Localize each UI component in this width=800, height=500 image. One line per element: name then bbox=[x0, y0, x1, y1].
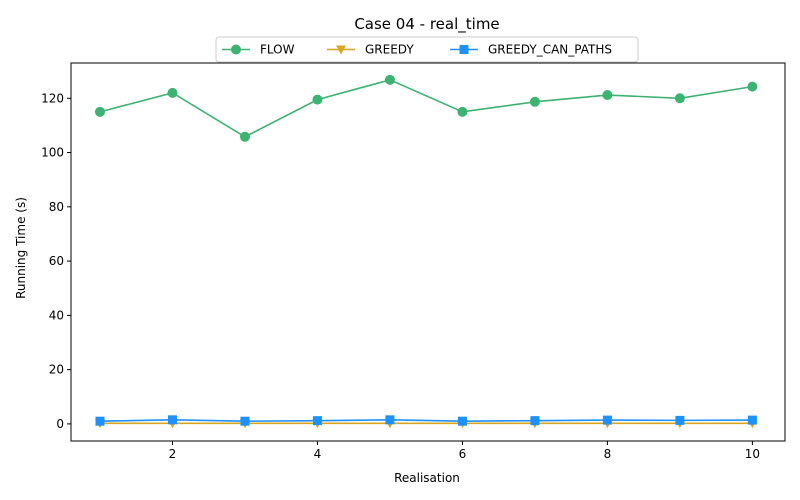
data-point-flow bbox=[674, 93, 685, 104]
data-point-greedy-can-paths bbox=[167, 415, 177, 425]
data-point-greedy-can-paths bbox=[675, 415, 685, 425]
legend: FLOW GREEDY GREEDY_CAN_PATHS bbox=[215, 36, 639, 63]
data-point-greedy-can-paths bbox=[240, 416, 250, 426]
data-point-flow bbox=[602, 90, 613, 101]
y-tick-label: 40 bbox=[49, 308, 64, 322]
legend-marker bbox=[459, 45, 469, 54]
y-tick-label: 0 bbox=[56, 417, 64, 431]
data-point-flow bbox=[167, 87, 178, 98]
x-tick-label: 2 bbox=[169, 447, 177, 461]
legend-marker bbox=[336, 45, 346, 55]
y-tick-label: 120 bbox=[41, 91, 64, 105]
x-tick-label: 4 bbox=[314, 447, 322, 461]
y-tick-label: 100 bbox=[41, 146, 64, 160]
y-tick-label: 60 bbox=[49, 254, 64, 268]
legend-box bbox=[215, 36, 639, 63]
series-line-greedy-can-paths bbox=[99, 419, 753, 422]
data-point-flow bbox=[94, 106, 105, 117]
y-tick-label: 80 bbox=[49, 200, 64, 214]
y-axis-label: Running Time (s) bbox=[14, 197, 28, 299]
x-tick-label: 6 bbox=[459, 447, 467, 461]
x-tick-label: 10 bbox=[745, 447, 760, 461]
x-tick-label: 8 bbox=[604, 447, 612, 461]
y-tick-label: 20 bbox=[49, 363, 64, 377]
data-point-flow bbox=[239, 131, 250, 142]
data-point-greedy-can-paths bbox=[385, 415, 395, 425]
data-point-flow bbox=[384, 74, 395, 85]
legend-marker bbox=[231, 44, 241, 55]
data-point-flow bbox=[747, 81, 758, 92]
legend-label: FLOW bbox=[260, 43, 295, 57]
data-point-greedy-can-paths bbox=[95, 416, 105, 426]
data-point-flow bbox=[457, 106, 468, 117]
plot-frame bbox=[70, 62, 786, 442]
data-point-greedy-can-paths bbox=[602, 415, 612, 425]
data-point-flow bbox=[312, 94, 323, 105]
data-point-greedy-can-paths bbox=[312, 416, 322, 426]
legend-label: GREEDY bbox=[365, 43, 414, 57]
chart-title: Case 04 - real_time bbox=[354, 15, 499, 34]
x-axis-label: Realisation bbox=[394, 471, 460, 485]
legend-label: GREEDY_CAN_PATHS bbox=[488, 43, 612, 57]
data-point-greedy-can-paths bbox=[530, 416, 540, 426]
data-point-flow bbox=[529, 96, 540, 107]
series-line-flow bbox=[99, 78, 753, 138]
data-point-greedy-can-paths bbox=[457, 416, 467, 426]
data-point-greedy-can-paths bbox=[747, 415, 757, 425]
